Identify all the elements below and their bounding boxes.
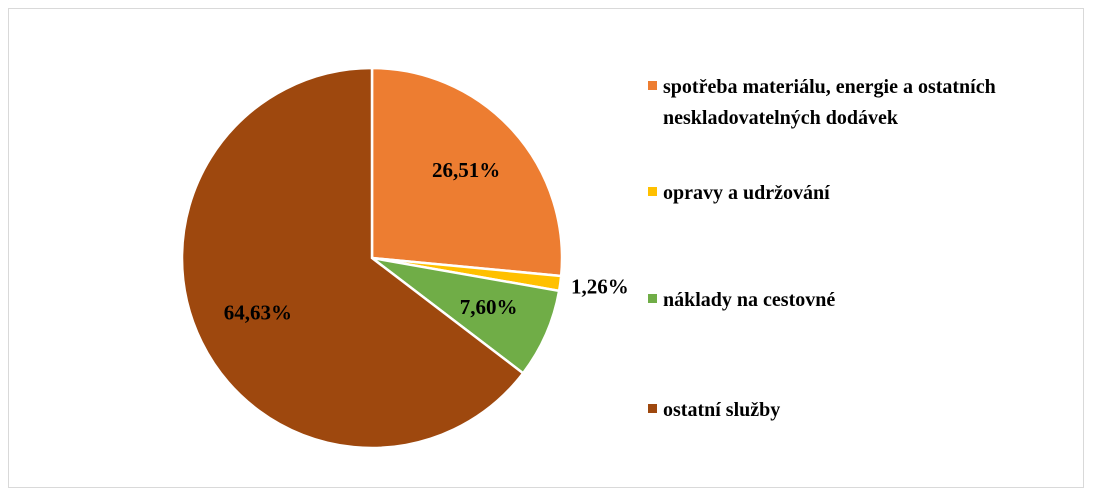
pie-slice	[180, 66, 525, 450]
legend-label: opravy a udržování	[663, 182, 830, 204]
legend-swatch	[648, 187, 657, 196]
legend-label: ostatní služby	[663, 399, 781, 421]
legend-swatch	[648, 404, 657, 413]
legend-swatch	[648, 81, 657, 90]
data-label: 64,63%	[224, 300, 292, 324]
legend-label: spotřeba materiálu, energie a ostatních …	[663, 76, 996, 129]
data-label: 1,26%	[571, 275, 629, 299]
chart-frame	[8, 8, 1084, 488]
pie-slice	[370, 66, 564, 278]
legend-item: opravy a udržování	[648, 178, 1093, 209]
legend-item: náklady na cestovné	[648, 285, 1093, 316]
legend-label: náklady na cestovné	[663, 289, 836, 311]
data-label: 7,60%	[460, 295, 518, 319]
legend-item: spotřeba materiálu, energie a ostatních …	[648, 72, 1093, 134]
legend-swatch	[648, 294, 657, 303]
legend-item: ostatní služby	[648, 395, 1093, 426]
data-label: 26,51%	[432, 158, 500, 182]
